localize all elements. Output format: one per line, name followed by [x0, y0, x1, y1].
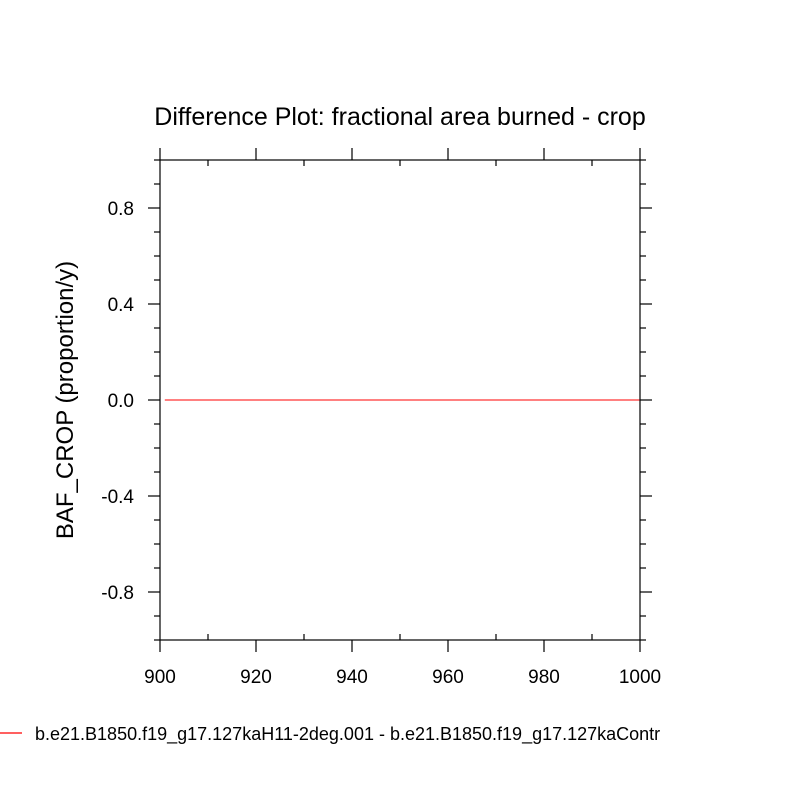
x-tick-label: 1000 — [619, 667, 661, 688]
y-tick-label: 0.4 — [108, 295, 135, 316]
y-tick-label: 0.0 — [108, 391, 134, 412]
x-tick-label: 900 — [144, 667, 176, 688]
x-tick-label: 940 — [336, 667, 368, 688]
y-axis-title: BAF_CROP (proportion/y) — [52, 261, 79, 539]
axis-ticks — [148, 148, 652, 652]
legend: b.e21.B1850.f19_g17.127kaH11-2deg.001 - … — [0, 724, 660, 745]
x-tick-label: 920 — [240, 667, 272, 688]
y-tick-label: -0.4 — [101, 487, 134, 508]
x-tick-label: 960 — [432, 667, 464, 688]
x-tick-label: 980 — [528, 667, 560, 688]
y-tick-label: -0.8 — [101, 583, 134, 604]
y-tick-label: 0.8 — [108, 199, 134, 220]
plot-frame — [159, 159, 641, 641]
chart-title: Difference Plot: fractional area burned … — [154, 103, 645, 131]
tick-labels: 900 920 940 960 980 1000 -0.8 -0.4 0.0 0.4 0.8 — [101, 199, 661, 688]
legend-label: b.e21.B1850.f19_g17.127kaH11-2deg.001 - … — [35, 724, 660, 745]
